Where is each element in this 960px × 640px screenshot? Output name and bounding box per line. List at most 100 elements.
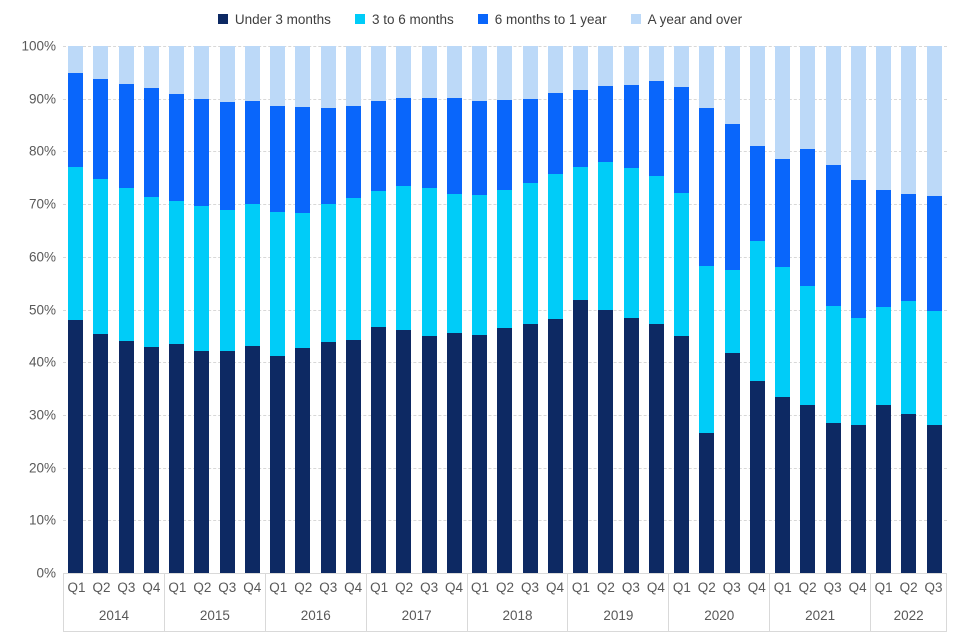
stacked-bar-2019-Q4 [648,46,664,573]
bar-segment [926,311,942,426]
quarter-label-row: Q1 Q2 Q3 Q4 [64,574,164,600]
y-axis-tick-label: 40% [28,354,56,370]
bar-segment [825,306,841,423]
x-axis-year-group: Q1 Q2 Q3 Q4 2021 [770,574,872,631]
quarter-label-row: Q1 Q2 Q3 Q4 [669,574,769,600]
bar-segment [472,101,488,196]
y-axis-tick-label: 0% [36,565,56,581]
bar-segment [244,203,260,346]
bar-segment [169,343,185,573]
bar-segment [421,188,437,337]
quarter-label: Q1 [168,579,187,595]
bar-slot [366,46,391,573]
bar-segment [573,46,589,91]
bar-segment [648,81,664,177]
y-axis: 100% 90% 80% 70% 60% 50% 40% 30% 20% 10% 0% [0,39,56,581]
quarter-label: Q2 [193,579,212,595]
bar-segment [522,323,538,573]
bar-segment [194,350,210,573]
bar-slot [467,46,492,573]
stacked-bar-2015-Q4 [244,46,260,573]
year-label: 2021 [805,608,836,623]
bar-segment [143,46,159,89]
stacked-bar-2019-Q3 [623,46,639,573]
bar-slot [492,46,517,573]
bar-segment [598,309,614,573]
legend-item: A year and over [630,11,743,27]
year-label: 2014 [98,608,129,623]
bar-segment [396,98,412,186]
quarter-label-row: Q1 Q2 Q3 Q4 [568,574,668,600]
bar-segment [93,334,109,573]
bar-segment [800,149,816,286]
bar-segment [825,422,841,573]
x-axis-year-group: Q1 Q2 Q3 Q4 2020 [669,574,771,631]
year-label: 2022 [893,608,924,623]
bar-segment [876,46,892,190]
bar-segment [648,176,664,325]
bar-slot [391,46,416,573]
quarter-label: Q3 [420,579,439,595]
bar-segment [446,46,462,98]
bar-segment [901,46,917,194]
bar-segment [219,209,235,352]
bar-segment [724,124,740,270]
bars-container [63,46,947,573]
bar-slot [871,46,896,573]
stacked-bar-2016-Q2 [295,46,311,573]
x-axis-year-group: Q1 Q2 Q3 Q4 2019 [568,574,670,631]
stacked-bar-2014-Q4 [143,46,159,573]
bar-segment [421,336,437,573]
quarter-label: Q1 [471,579,490,595]
stacked-bar-2015-Q2 [194,46,210,573]
bar-segment [421,46,437,98]
bar-segment [118,188,134,342]
bar-segment [775,396,791,573]
bar-segment [497,327,513,573]
stacked-bar-2022-Q3 [926,46,942,573]
bar-slot [316,46,341,573]
year-label: 2016 [300,608,331,623]
bar-segment [345,339,361,573]
bar-segment [270,212,286,356]
bar-segment [598,46,614,87]
year-label: 2019 [603,608,634,623]
bar-slot [240,46,265,573]
bar-slot [896,46,921,573]
quarter-label-row: Q1 Q2 Q3 Q4 [367,574,467,600]
quarter-label: Q4 [848,579,867,595]
bar-segment [699,266,715,433]
bar-segment [244,345,260,573]
bar-segment [876,405,892,573]
bar-segment [674,335,690,573]
bar-segment [825,165,841,307]
x-axis-year-group: Q1 Q2 Q3 2022 [871,574,948,631]
quarter-label: Q3 [218,579,237,595]
bar-segment [775,46,791,160]
bar-slot [543,46,568,573]
bar-segment [699,432,715,573]
bar-slot [518,46,543,573]
bar-segment [522,99,538,184]
stacked-bar-2017-Q3 [421,46,437,573]
bar-slot [215,46,240,573]
quarter-label: Q2 [294,579,313,595]
stacked-bar-2020-Q4 [749,46,765,573]
quarter-label: Q4 [344,579,363,595]
bar-segment [270,46,286,107]
legend-label: A year and over [647,11,743,27]
legend-swatch-icon [630,14,641,24]
bar-slot [164,46,189,573]
bar-segment [295,46,311,108]
bar-segment [345,198,361,340]
bar-segment [143,88,159,197]
bar-segment [547,173,563,319]
bar-segment [93,46,109,79]
bar-slot [846,46,871,573]
y-axis-tick-label: 50% [28,302,56,317]
year-label: 2017 [401,608,432,623]
bar-segment [573,90,589,168]
bar-segment [775,159,791,268]
bar-segment [219,46,235,102]
plot-area [63,46,947,574]
